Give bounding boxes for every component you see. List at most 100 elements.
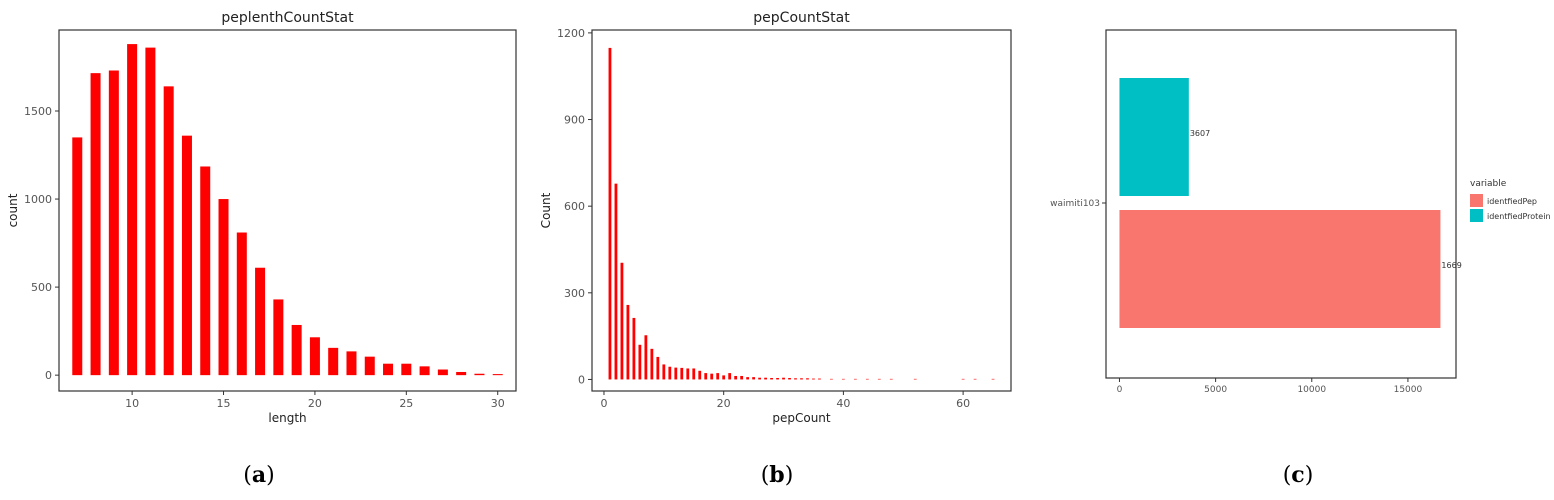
- bar: [776, 378, 779, 380]
- y-axis-label: count: [6, 193, 20, 227]
- bar: [692, 368, 696, 380]
- x-tick-label: 15: [217, 397, 231, 410]
- bar: [163, 86, 174, 376]
- bar: [218, 199, 229, 376]
- x-tick-label: 10000: [1297, 385, 1326, 395]
- bar: [889, 378, 893, 380]
- bar: [401, 363, 412, 376]
- bar: [716, 373, 720, 380]
- bar: [90, 73, 101, 376]
- bar: [764, 377, 767, 380]
- chart-identified-counts: 3607 1669 0 5000 10000 15000 waimiti103 variabl…: [1050, 29, 1550, 395]
- x-tick-label: 25: [399, 397, 413, 410]
- x-tick-label: 40: [836, 397, 850, 410]
- chart-title: pepCountStat: [753, 10, 850, 26]
- bar: [328, 347, 339, 376]
- bar: [620, 262, 624, 380]
- bar: [698, 370, 702, 380]
- bar: [656, 356, 660, 380]
- y-axis-label: Count: [540, 192, 553, 228]
- y-tick-label: 1000: [24, 193, 52, 206]
- x-tick-label: 0: [600, 397, 607, 410]
- panel-a: peplenthCountStat 10 15 20 25 30 0 500 1000 1500 l…: [0, 0, 530, 450]
- bar: [710, 373, 714, 380]
- bar: [674, 367, 678, 380]
- x-axis-label: pepCount: [772, 411, 831, 425]
- panel-c: 3607 1669 0 5000 10000 15000 waimiti103 variabl…: [1040, 0, 1550, 450]
- bar: [650, 348, 654, 380]
- bar: [865, 378, 869, 380]
- bar: [973, 378, 977, 380]
- bar: [770, 378, 773, 380]
- caption-a: (a): [243, 462, 275, 488]
- bar: [383, 363, 394, 376]
- bar: [991, 378, 995, 380]
- bar: [614, 183, 618, 380]
- bar: [818, 378, 821, 380]
- bar: [644, 335, 648, 380]
- bar: [812, 378, 815, 380]
- bar: [782, 377, 785, 380]
- bar: [145, 47, 156, 376]
- bar: [127, 44, 138, 376]
- bar: [108, 70, 119, 376]
- y-tick-label: 300: [564, 287, 585, 300]
- bar: [734, 375, 738, 380]
- legend-swatch: [1470, 194, 1483, 207]
- legend-title: variable: [1470, 179, 1507, 189]
- plot-frame: [58, 29, 517, 392]
- bar: [492, 374, 503, 376]
- bar: [291, 324, 302, 376]
- y-tick-label: 1500: [24, 105, 52, 118]
- bar: [853, 378, 857, 380]
- bar: [722, 375, 726, 380]
- bar: [181, 135, 192, 376]
- y-tick-label: 0: [45, 369, 52, 382]
- bar: [913, 378, 917, 380]
- bar: [668, 366, 672, 380]
- bar: [704, 373, 708, 380]
- x-axis-label: length: [268, 411, 306, 425]
- bar: [72, 137, 83, 376]
- x-tick-label: 60: [956, 397, 970, 410]
- bar: [752, 377, 756, 380]
- bar: [273, 299, 284, 376]
- x-tick-label: 10: [125, 397, 139, 410]
- bar: [638, 344, 642, 380]
- bar: [806, 378, 809, 380]
- x-tick-label: 0: [1117, 385, 1123, 395]
- bar: [419, 366, 430, 376]
- bar: [309, 337, 320, 376]
- y-tick-label: 1200: [557, 27, 585, 40]
- y-tick-label: 0: [578, 373, 585, 386]
- bar: [961, 378, 965, 380]
- bar: [662, 364, 666, 380]
- bar: [456, 371, 467, 376]
- legend-entry: identfiedPep: [1487, 197, 1537, 206]
- bar: [758, 377, 761, 380]
- bar: [474, 373, 485, 376]
- plot-frame: [591, 29, 1012, 392]
- bar: [800, 378, 803, 380]
- caption-c: (c): [1282, 462, 1314, 488]
- bar: [632, 317, 636, 380]
- x-tick-label: 5000: [1204, 385, 1227, 395]
- legend-entry: identfiedProtein: [1487, 212, 1550, 221]
- bar: [794, 378, 797, 380]
- bar: [877, 378, 881, 380]
- bar: [830, 378, 833, 380]
- bar: [608, 47, 612, 380]
- bar: [740, 375, 744, 380]
- bar: [364, 356, 375, 376]
- bar: [746, 377, 750, 380]
- category-label: waimiti103: [1050, 199, 1100, 209]
- data-label: 1669: [1441, 261, 1461, 270]
- bar: [728, 373, 732, 380]
- bar: [236, 232, 247, 376]
- bar: [626, 304, 630, 380]
- bar-identfiedPep: [1119, 210, 1441, 328]
- data-label: 3607: [1190, 129, 1210, 138]
- bar: [686, 368, 690, 380]
- chart-title: peplenthCountStat: [221, 10, 354, 26]
- x-tick-label: 20: [717, 397, 731, 410]
